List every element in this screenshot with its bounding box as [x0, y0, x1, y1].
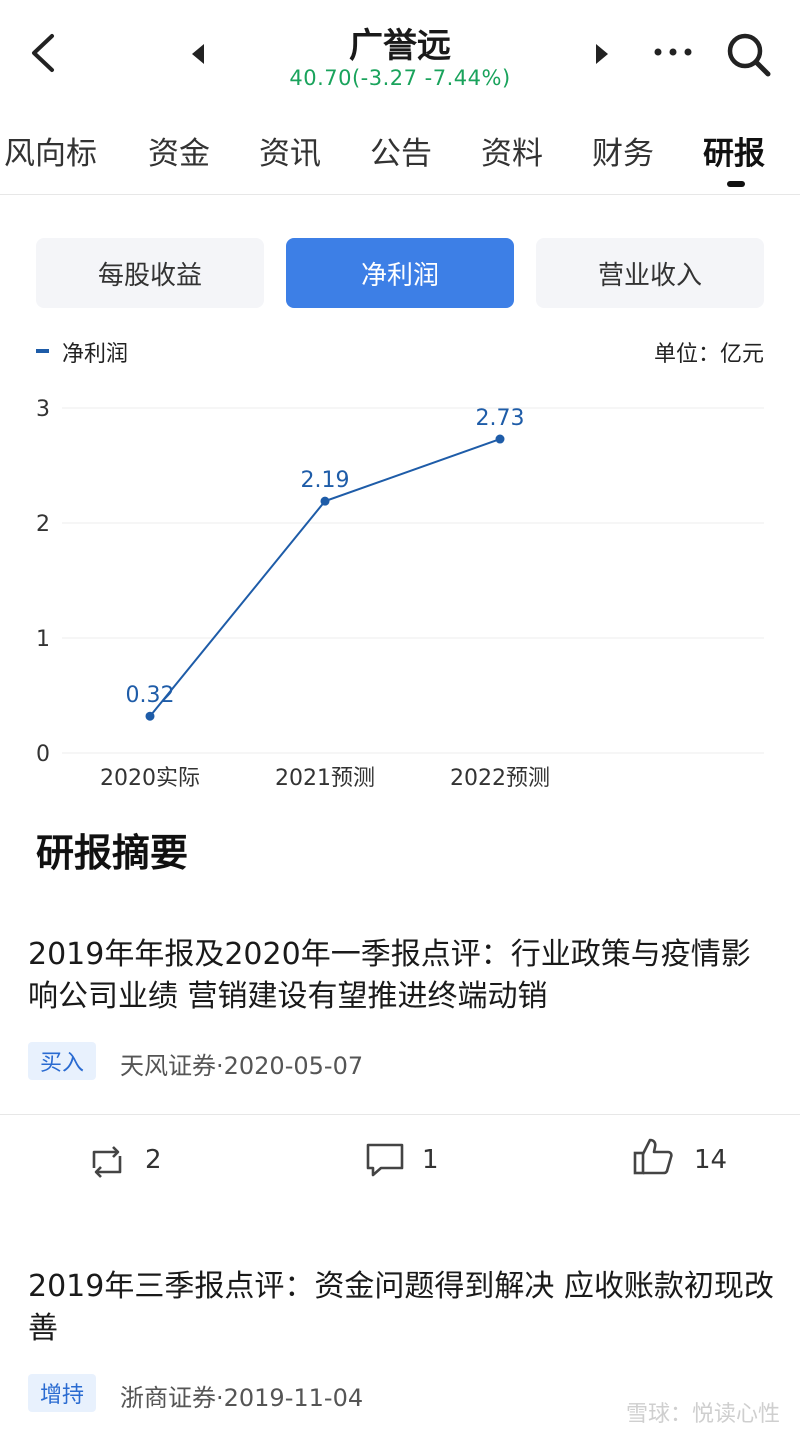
- rating-badge: 增持: [28, 1374, 97, 1412]
- segment-eps-button[interactable]: 每股收益: [36, 238, 264, 308]
- y-tick-label: 3: [36, 397, 50, 422]
- stock-quote: 40.70(-3.27 -7.44%): [289, 66, 511, 90]
- unit-label: 单位：亿元: [653, 342, 764, 367]
- like-thumb-icon[interactable]: [632, 1136, 674, 1176]
- tab-caiwu[interactable]: 财务: [592, 136, 654, 172]
- tab-yanbao[interactable]: 研报: [703, 136, 765, 172]
- y-tick-label: 1: [36, 627, 50, 652]
- more-dots-icon[interactable]: [650, 36, 696, 68]
- back-arrow-icon[interactable]: [24, 28, 64, 78]
- segment-revenue-button[interactable]: 营业收入: [536, 238, 764, 308]
- repost-icon[interactable]: [86, 1142, 128, 1182]
- tab-bar: 风向标 资金 资讯 公告 资料 财务 研报: [0, 128, 800, 178]
- data-point: [320, 496, 330, 506]
- y-tick-label: 2: [36, 512, 50, 537]
- comment-count: 1: [422, 1145, 439, 1175]
- tab-ziliao[interactable]: 资料: [481, 136, 543, 172]
- report-meta: 浙商证券·2019-11-04: [120, 1384, 364, 1412]
- like-count: 14: [694, 1145, 728, 1175]
- x-tick-label: 2021预测: [275, 766, 375, 791]
- tab-divider: [0, 194, 800, 195]
- x-tick-label: 2022预测: [450, 766, 550, 791]
- net-profit-line-chart: 0 1 2 3 2020实际 2021预测 2022预测 0.32 2.19 2.73: [36, 397, 764, 791]
- data-label: 2.73: [476, 406, 525, 431]
- segment-net-profit-button[interactable]: 净利润: [286, 238, 514, 308]
- previous-stock-icon[interactable]: [186, 40, 210, 68]
- tab-gonggao[interactable]: 公告: [370, 136, 432, 172]
- comment-icon[interactable]: [364, 1140, 406, 1180]
- legend-label: 净利润: [62, 342, 129, 367]
- report-divider: [0, 1114, 800, 1115]
- tab-zijin[interactable]: 资金: [148, 136, 210, 172]
- active-tab-indicator: [727, 181, 745, 187]
- report-meta: 天风证券·2020-05-07: [120, 1052, 364, 1080]
- x-tick-label: 2020实际: [100, 766, 200, 791]
- data-label: 0.32: [126, 683, 175, 708]
- data-label: 2.19: [301, 468, 350, 493]
- report-title[interactable]: 2019年三季报点评：资金问题得到解决 应收账款初现改善: [28, 1269, 774, 1346]
- report-title[interactable]: 2019年年报及2020年一季报点评：行业政策与疫情影响公司业绩 营销建设有望推…: [28, 937, 751, 1014]
- repost-count: 2: [145, 1145, 162, 1175]
- search-icon[interactable]: [722, 28, 774, 80]
- rating-badge: 买入: [28, 1042, 97, 1080]
- legend-swatch: [36, 349, 49, 353]
- tab-zixun[interactable]: 资讯: [259, 136, 321, 172]
- watermark: 雪球：悦读心性: [625, 1402, 780, 1427]
- next-stock-icon[interactable]: [590, 40, 614, 68]
- data-point: [145, 711, 155, 721]
- y-tick-label: 0: [36, 742, 50, 767]
- tab-fengxiangbiao[interactable]: 风向标: [4, 136, 97, 172]
- data-point: [495, 434, 505, 444]
- stock-name: 广誉远: [349, 26, 451, 66]
- section-title: 研报摘要: [36, 831, 189, 875]
